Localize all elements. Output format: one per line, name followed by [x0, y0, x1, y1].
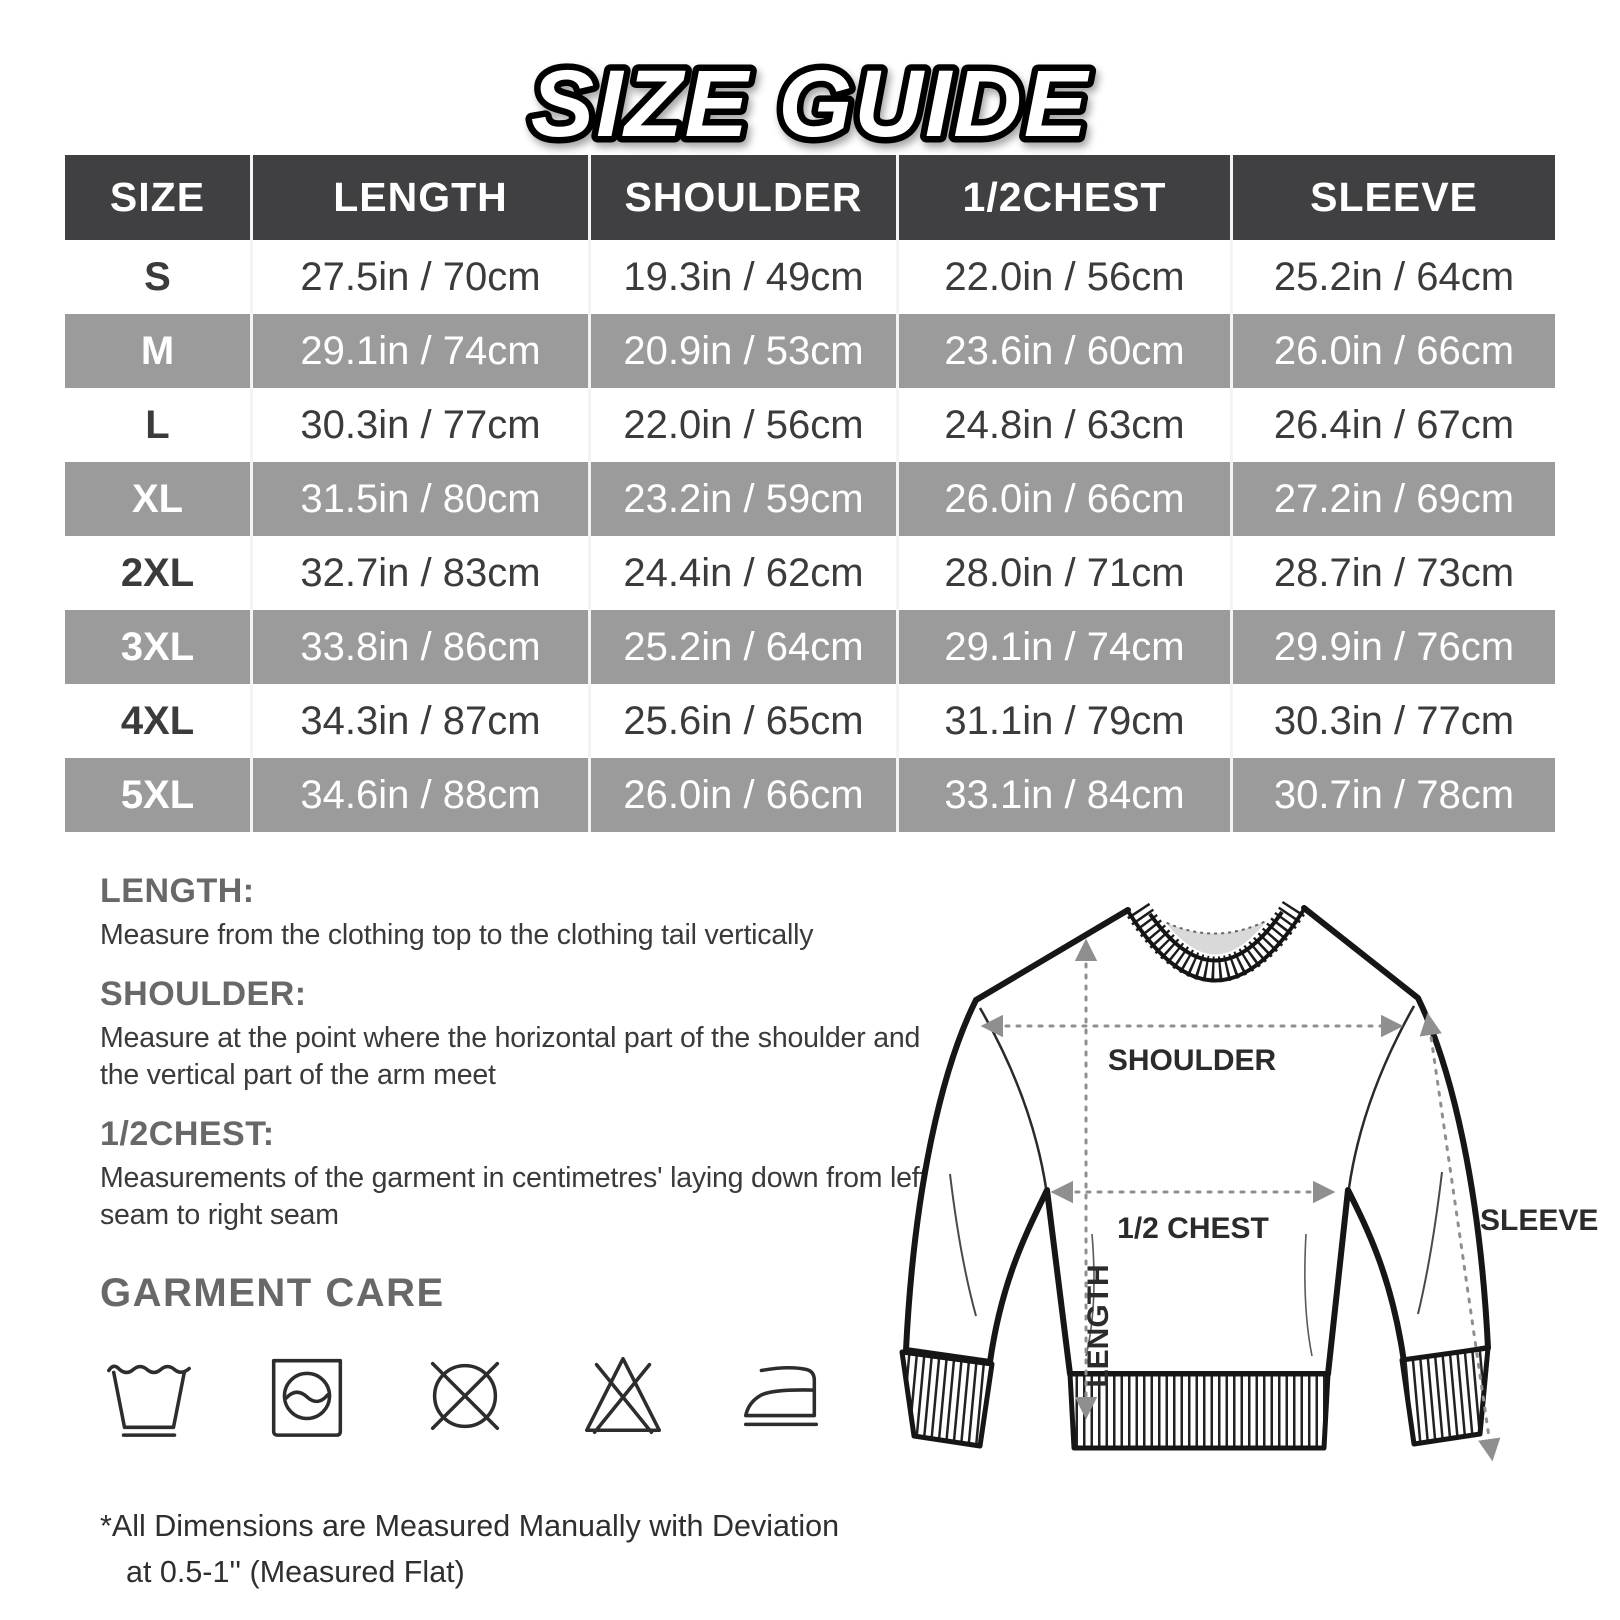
column-header-sleeve: SLEEVE — [1230, 155, 1555, 240]
measurement-definitions: LENGTH: Measure from the clothing top to… — [100, 872, 960, 1596]
shoulder-value: 26.0in / 66cm — [588, 758, 896, 832]
size-table-header-row: SIZE LENGTH SHOULDER 1/2CHEST SLEEVE — [65, 155, 1555, 240]
table-row: L 30.3in / 77cm 22.0in / 56cm 24.8in / 6… — [65, 388, 1555, 462]
chest-value: 26.0in / 66cm — [896, 462, 1230, 536]
sleeve-value: 28.7in / 73cm — [1230, 536, 1555, 610]
measurement-disclaimer: *All Dimensions are Measured Manually wi… — [100, 1504, 960, 1596]
size-label: M — [140, 328, 175, 373]
size-label: L — [145, 402, 170, 447]
sleeve-value: 26.4in / 67cm — [1230, 388, 1555, 462]
disclaimer-line-2: at 0.5-1'' (Measured Flat) — [126, 1554, 465, 1589]
shoulder-value: 24.4in / 62cm — [588, 536, 896, 610]
sleeve-value: 26.0in / 66cm — [1230, 314, 1555, 388]
column-header-size: SIZE — [109, 174, 206, 220]
table-row: 4XL 34.3in / 87cm 25.6in / 65cm 31.1in /… — [65, 684, 1555, 758]
size-label: 2XL — [120, 550, 195, 595]
chest-value: 29.1in / 74cm — [896, 610, 1230, 684]
do-not-bleach-icon — [574, 1344, 672, 1444]
do-not-dry-clean-icon — [416, 1344, 514, 1444]
length-value: 27.5in / 70cm — [250, 240, 588, 314]
chest-value: 33.1in / 84cm — [896, 758, 1230, 832]
length-value: 33.8in / 86cm — [250, 610, 588, 684]
shoulder-value: 25.2in / 64cm — [588, 610, 896, 684]
sleeve-value: 25.2in / 64cm — [1230, 240, 1555, 314]
shoulder-value: 25.6in / 65cm — [588, 684, 896, 758]
wash-tub-icon — [100, 1344, 198, 1444]
iron-icon — [732, 1344, 830, 1444]
shoulder-dimension-label: SHOULDER — [1108, 1044, 1277, 1077]
length-value: 34.3in / 87cm — [250, 684, 588, 758]
disclaimer-line-1: *All Dimensions are Measured Manually wi… — [100, 1509, 840, 1544]
length-dimension-label: LENGTH — [1082, 1264, 1115, 1387]
sweater-measurement-diagram: SHOULDER 1/2 CHEST LENGTH SLEEVE — [880, 858, 1600, 1583]
definition-length: LENGTH: Measure from the clothing top to… — [100, 872, 960, 955]
length-value: 34.6in / 88cm — [250, 758, 588, 832]
definition-shoulder-text: Measure at the point where the horizonta… — [100, 1021, 921, 1092]
sleeve-value: 30.7in / 78cm — [1230, 758, 1555, 832]
table-row: 5XL 34.6in / 88cm 26.0in / 66cm 33.1in /… — [65, 758, 1555, 832]
page-title: SIZE GUIDE — [310, 34, 1310, 174]
length-value: 30.3in / 77cm — [250, 388, 588, 462]
sleeve-value: 30.3in / 77cm — [1230, 684, 1555, 758]
size-label: 4XL — [120, 698, 195, 743]
sleeve-dimension-label: SLEEVE — [1480, 1204, 1598, 1237]
size-label: XL — [131, 476, 184, 521]
shoulder-value: 19.3in / 49cm — [588, 240, 896, 314]
chest-value: 22.0in / 56cm — [896, 240, 1230, 314]
length-value: 29.1in / 74cm — [250, 314, 588, 388]
size-table: SIZE LENGTH SHOULDER 1/2CHEST SLEEVE S 2… — [65, 155, 1555, 832]
table-row: XL 31.5in / 80cm 23.2in / 59cm 26.0in / … — [65, 462, 1555, 536]
chest-value: 31.1in / 79cm — [896, 684, 1230, 758]
column-header-shoulder: SHOULDER — [588, 155, 896, 240]
table-row: M 29.1in / 74cm 20.9in / 53cm 23.6in / 6… — [65, 314, 1555, 388]
shoulder-value: 23.2in / 59cm — [588, 462, 896, 536]
definition-length-term: LENGTH: — [100, 872, 255, 910]
length-value: 32.7in / 83cm — [250, 536, 588, 610]
sleeve-value: 29.9in / 76cm — [1230, 610, 1555, 684]
sweater-right-cuff — [1399, 1345, 1491, 1447]
table-row: S 27.5in / 70cm 19.3in / 49cm 22.0in / 5… — [65, 240, 1555, 314]
table-row: 2XL 32.7in / 83cm 24.4in / 62cm 28.0in /… — [65, 536, 1555, 610]
length-value: 31.5in / 80cm — [250, 462, 588, 536]
definition-length-text: Measure from the clothing top to the clo… — [100, 919, 814, 951]
garment-care-heading: GARMENT CARE — [100, 1271, 445, 1316]
size-label: 3XL — [120, 624, 195, 669]
garment-care-icons — [100, 1344, 960, 1444]
size-label: S — [144, 254, 171, 299]
chest-value: 24.8in / 63cm — [896, 388, 1230, 462]
chest-dimension-label: 1/2 CHEST — [1117, 1212, 1269, 1245]
definition-shoulder: SHOULDER: Measure at the point where the… — [100, 975, 960, 1095]
definition-chest: 1/2CHEST: Measurements of the garment in… — [100, 1115, 960, 1235]
shoulder-value: 22.0in / 56cm — [588, 388, 896, 462]
table-row: 3XL 33.8in / 86cm 25.2in / 64cm 29.1in /… — [65, 610, 1555, 684]
sweater-hem — [1067, 1371, 1331, 1451]
size-label: 5XL — [120, 772, 195, 817]
shoulder-value: 20.9in / 53cm — [588, 314, 896, 388]
sleeve-dimension-line — [1419, 1012, 1501, 1462]
sleeve-value: 27.2in / 69cm — [1230, 462, 1555, 536]
definition-shoulder-term: SHOULDER: — [100, 974, 307, 1013]
chest-value: 23.6in / 60cm — [896, 314, 1230, 388]
page-title-text: SIZE GUIDE — [531, 51, 1090, 157]
column-header-chest: 1/2CHEST — [896, 155, 1230, 240]
definition-chest-term: 1/2CHEST: — [100, 1114, 275, 1153]
machine-wash-icon — [258, 1344, 356, 1444]
definition-chest-text: Measurements of the garment in centimetr… — [100, 1161, 928, 1232]
sweater-left-cuff — [899, 1349, 995, 1449]
sweater-collar — [1124, 899, 1308, 985]
column-header-length: LENGTH — [250, 155, 588, 240]
chest-value: 28.0in / 71cm — [896, 536, 1230, 610]
